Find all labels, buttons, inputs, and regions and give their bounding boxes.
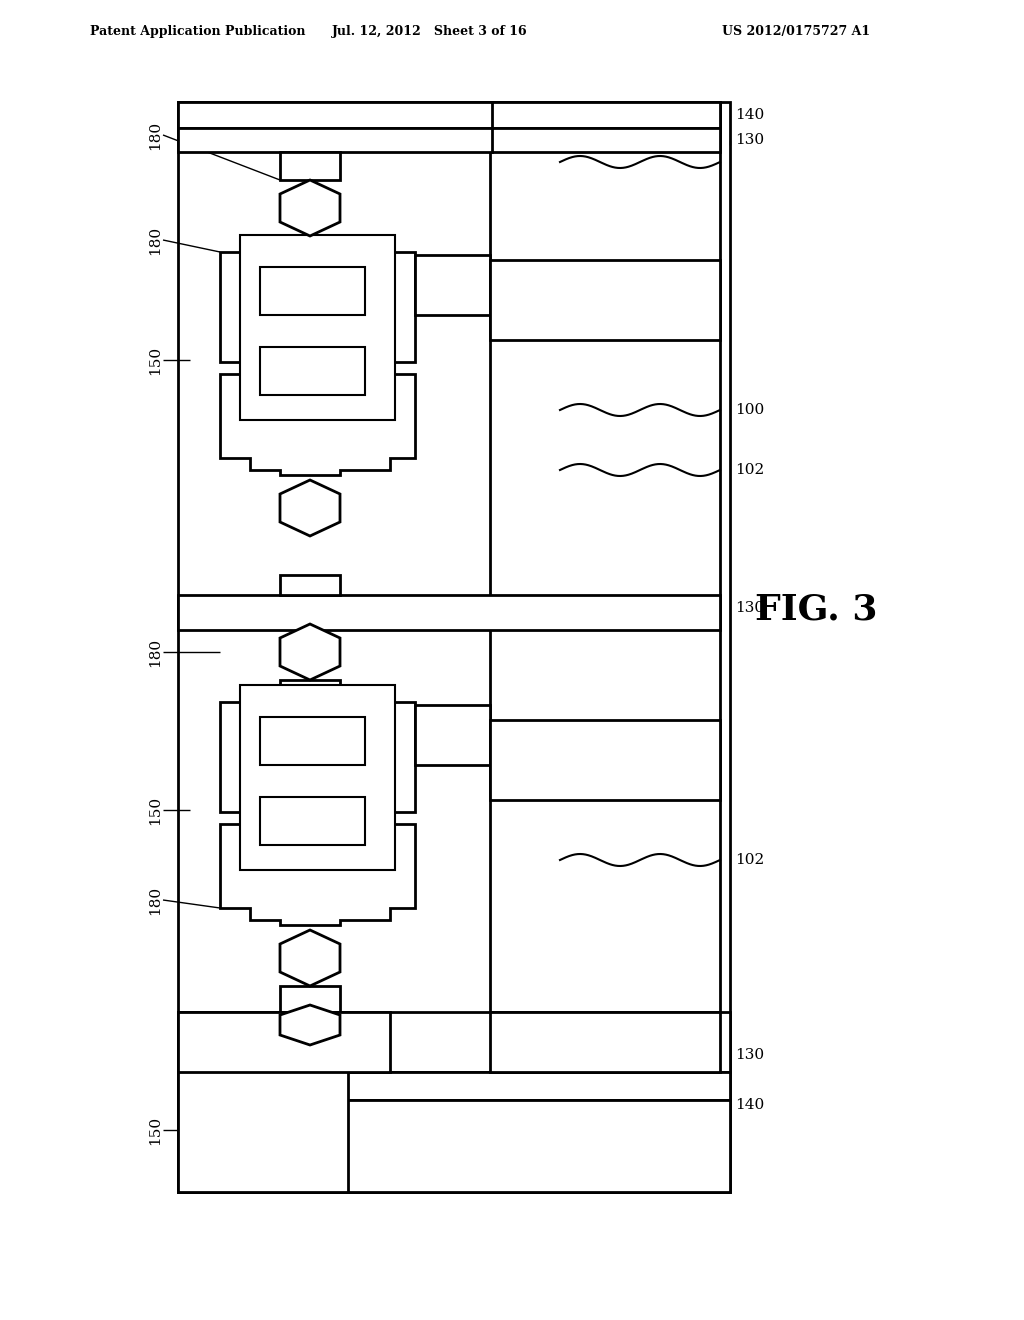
Polygon shape xyxy=(220,685,415,925)
Bar xyxy=(178,102,720,132)
Text: 102: 102 xyxy=(735,463,764,477)
Text: 180: 180 xyxy=(148,120,162,149)
Text: 130: 130 xyxy=(735,601,764,615)
Text: 180: 180 xyxy=(148,886,162,915)
Text: 140: 140 xyxy=(735,1098,764,1111)
Bar xyxy=(240,235,395,420)
Text: 150: 150 xyxy=(148,346,162,375)
Bar xyxy=(178,1012,390,1072)
Bar xyxy=(490,719,720,800)
Bar xyxy=(178,102,492,128)
Text: 102: 102 xyxy=(735,853,764,867)
Polygon shape xyxy=(280,180,340,236)
Bar xyxy=(490,128,720,152)
Bar xyxy=(260,717,365,766)
Bar xyxy=(260,347,365,395)
Text: 150: 150 xyxy=(148,796,162,825)
Bar xyxy=(490,1012,720,1072)
Text: FIG. 3: FIG. 3 xyxy=(755,593,878,627)
Text: US 2012/0175727 A1: US 2012/0175727 A1 xyxy=(722,25,870,38)
Bar xyxy=(178,1012,730,1072)
Bar xyxy=(280,680,340,708)
Bar xyxy=(415,255,490,315)
Text: Patent Application Publication: Patent Application Publication xyxy=(90,25,305,38)
Text: 130: 130 xyxy=(735,133,764,147)
Bar xyxy=(178,1100,730,1192)
Bar xyxy=(178,1012,348,1192)
Polygon shape xyxy=(220,235,415,475)
Text: 180: 180 xyxy=(148,226,162,255)
Bar xyxy=(280,152,340,180)
Bar xyxy=(490,260,720,341)
Bar xyxy=(178,595,720,630)
Text: 130: 130 xyxy=(735,1048,764,1063)
Bar xyxy=(280,576,340,595)
Polygon shape xyxy=(280,931,340,986)
Polygon shape xyxy=(280,624,340,680)
Bar xyxy=(260,797,365,845)
Text: 150: 150 xyxy=(148,1115,162,1144)
Bar xyxy=(260,267,365,315)
Bar xyxy=(178,128,492,152)
Polygon shape xyxy=(280,480,340,536)
Bar xyxy=(415,705,490,766)
Bar xyxy=(490,102,720,128)
Text: 140: 140 xyxy=(735,108,764,121)
Text: Jul. 12, 2012   Sheet 3 of 16: Jul. 12, 2012 Sheet 3 of 16 xyxy=(332,25,527,38)
Bar xyxy=(490,102,720,1192)
Polygon shape xyxy=(280,1005,340,1045)
Bar xyxy=(178,1072,730,1100)
Bar xyxy=(178,102,730,1192)
Text: 100: 100 xyxy=(735,403,764,417)
Bar xyxy=(240,685,395,870)
Text: 180: 180 xyxy=(148,638,162,667)
Bar xyxy=(280,986,340,1012)
